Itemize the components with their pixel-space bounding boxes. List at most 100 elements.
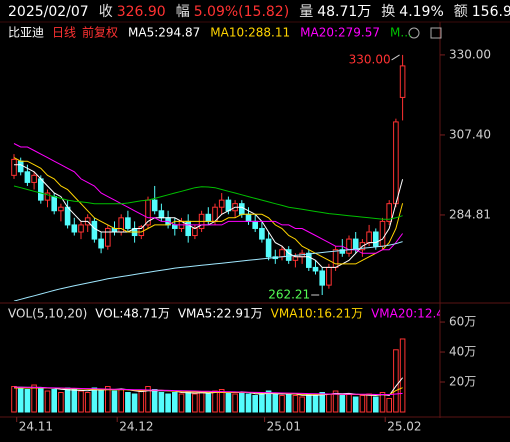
info-value: 156.92亿 [472, 4, 510, 20]
candle-body [332, 249, 339, 268]
candle-body [306, 252, 312, 268]
volume-bar [306, 393, 312, 413]
y-tick-label: 284.81 [449, 207, 491, 221]
volume-bar [31, 384, 37, 413]
candle-body [158, 210, 165, 219]
volume-label: VOL:48.71万 [95, 307, 170, 321]
x-tick-label: 24.12 [119, 420, 153, 434]
ma-line [13, 185, 403, 220]
volume-bar [285, 393, 292, 413]
x-tick-label: 25.01 [267, 420, 301, 434]
volume-bar [24, 389, 31, 413]
candle-body [245, 213, 252, 222]
volume-bar [346, 393, 352, 413]
volume-bar [78, 390, 84, 413]
info-label: 换 [381, 3, 395, 20]
candle-body [44, 192, 51, 201]
volume-bar [151, 389, 158, 413]
volume-plot [11, 338, 406, 413]
info-value: 326.90 [117, 4, 166, 20]
candle-body [64, 206, 71, 226]
volume-bar [11, 386, 17, 413]
candle-body [205, 213, 212, 222]
volume-bar [379, 392, 386, 413]
header: 2025/02/07 收 326.90 幅 5.09%(15.82) 量 48.71万换 4.… [8, 3, 510, 20]
volume-bar [265, 390, 272, 413]
y-tick-label: 40万 [449, 345, 476, 359]
vma-line [14, 386, 403, 396]
volume-legend: VOL(5,10,20) VOL:48.71万 VMA5:22.91万 VMA10:1… [8, 307, 463, 321]
candle-body [91, 220, 98, 240]
volume-bar [366, 393, 372, 413]
volume-bar [399, 338, 406, 413]
volume-bar [178, 393, 185, 413]
volume-bar [232, 393, 238, 413]
volume-bar [192, 393, 198, 413]
candle-body [339, 249, 346, 254]
volume-bar [319, 392, 325, 413]
candle-body [17, 160, 24, 173]
volume-bar [239, 392, 245, 413]
volume-bar [44, 390, 51, 413]
candle-body [346, 238, 352, 254]
candle-body [125, 217, 131, 229]
price-plot [11, 54, 406, 301]
volume-bar [359, 395, 366, 413]
volume-bar [138, 390, 145, 413]
candle-body [252, 220, 258, 229]
candle-body [239, 203, 245, 215]
volume-bar [252, 395, 258, 413]
legend-entry: VMA20:12.41... [371, 307, 463, 321]
volume-bar [386, 398, 392, 413]
volume-bar [165, 393, 171, 413]
candle-body [78, 224, 84, 233]
legend-entry: MA20:279.57 [300, 26, 380, 40]
volume-bar [326, 393, 332, 413]
volume-bar [105, 386, 111, 413]
candle-body [292, 256, 299, 261]
volume-bar [259, 393, 265, 413]
candle-body [151, 199, 158, 212]
volume-bar [292, 395, 299, 413]
volume-bar [118, 389, 125, 413]
volume-bar [393, 349, 399, 413]
volume-bar [352, 396, 359, 413]
candle-body [31, 174, 37, 183]
candle-body [192, 227, 198, 237]
volume-bar [245, 393, 252, 413]
vma-line [14, 377, 403, 397]
candle-body [71, 224, 78, 233]
candle-body [98, 238, 104, 249]
info-label: 幅 [176, 4, 190, 20]
volume-bar [212, 390, 218, 413]
candle-body [373, 231, 379, 247]
info-label: 量 [299, 4, 313, 20]
info-value: 4.19% [399, 4, 443, 20]
legend: 比亚迪 日线 前复权 MA5:294.87 MA10:288.11 MA20:279.57… [8, 25, 412, 40]
legend-entry: M... [390, 26, 412, 40]
period: 日线 [52, 26, 76, 40]
info-label: 收 [99, 4, 113, 20]
volume-bar [64, 387, 71, 413]
volume-bar [205, 393, 212, 413]
expand-icon[interactable] [430, 27, 442, 39]
candle-body [312, 266, 319, 272]
candle-body [393, 121, 399, 205]
settings-icon[interactable] [408, 27, 420, 39]
volume-bar [158, 392, 165, 413]
candle-body [38, 178, 44, 201]
y-tick-label: 307.40 [449, 127, 491, 141]
candle-body [105, 227, 111, 247]
volume-bar [299, 396, 305, 413]
x-tick-label: 25.02 [387, 420, 421, 434]
volume-bar [111, 390, 118, 413]
candle-body [352, 238, 359, 251]
ma-line [13, 241, 403, 301]
volume-bar [51, 389, 58, 413]
candle-body [279, 249, 285, 258]
candle-body [218, 199, 225, 208]
volume-bar [58, 392, 64, 413]
annotation: 262.21 [268, 288, 310, 302]
axes: 330.00 307.40 284.81 24.11 24.12 25.01 25.02 60… [16, 47, 491, 434]
